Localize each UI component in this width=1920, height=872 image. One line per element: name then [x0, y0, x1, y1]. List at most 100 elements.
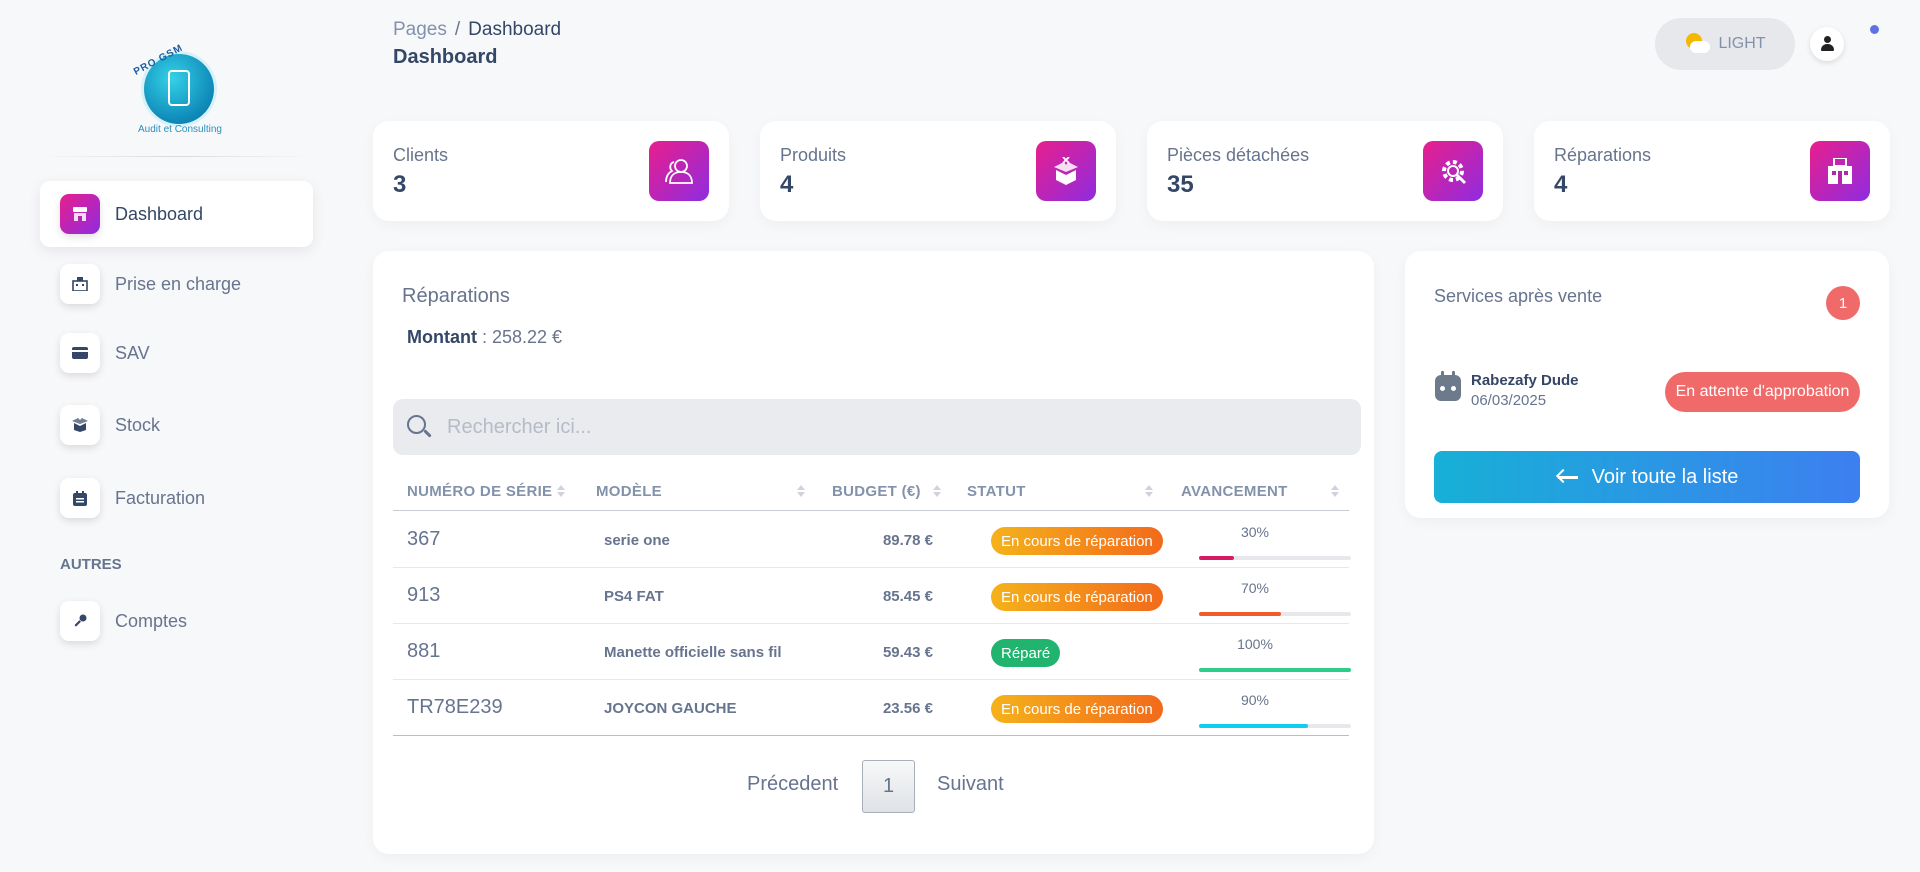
status-badge: Réparé: [991, 639, 1061, 667]
stat-card-pieces: Pièces détachées 35: [1147, 121, 1503, 221]
sidebar: PRO GSM Audit et Consulting Dashboard Pr…: [0, 0, 355, 872]
logo-tagline: Audit et Consulting: [138, 124, 222, 135]
stat-card-clients: Clients 3: [373, 121, 729, 221]
user-icon[interactable]: [1810, 27, 1844, 61]
sidebar-item-label: Dashboard: [115, 203, 204, 224]
credit-card-icon: [60, 333, 100, 373]
table-row[interactable]: 367 serie one 89.78 € En cours de répara…: [393, 512, 1351, 568]
progress-fill: [1199, 556, 1234, 560]
progress-bar: [1199, 724, 1351, 728]
table-header: NUMÉRO DE SÉRIE MODÈLE BUDGET (€) STATUT…: [393, 467, 1349, 511]
view-all-label: Voir toute la liste: [1591, 465, 1739, 488]
cell-model: serie one: [604, 532, 670, 549]
search-icon: [407, 415, 432, 439]
table-row[interactable]: 913 PS4 FAT 85.45 € En cours de réparati…: [393, 568, 1351, 624]
progress-value: 70%: [1240, 580, 1270, 596]
building-icon: [60, 264, 100, 304]
stat-label: Pièces détachées: [1167, 145, 1310, 165]
theme-toggle-button[interactable]: LIGHT: [1655, 18, 1795, 70]
stat-label: Clients: [393, 145, 449, 165]
stat-card-produits: Produits 4: [760, 121, 1116, 221]
repairs-card: Réparations Montant : 258.22 € NUMÉRO DE…: [373, 251, 1374, 854]
stat-label: Produits: [780, 145, 847, 165]
stat-card-reparations: Réparations 4: [1534, 121, 1890, 221]
sidebar-item-comptes[interactable]: Comptes: [40, 588, 313, 654]
cell-model: JOYCON GAUCHE: [604, 700, 737, 717]
sidebar-item-label: Prise en charge: [115, 273, 242, 294]
box-icon: [60, 405, 100, 445]
stat-value: 3: [393, 171, 407, 198]
progress-value: 100%: [1237, 636, 1273, 652]
logo[interactable]: PRO GSM Audit et Consulting: [130, 42, 230, 140]
progress-fill: [1199, 668, 1351, 672]
stat-value: 4: [780, 171, 794, 198]
cell-serial: 881: [407, 640, 441, 662]
sidebar-section-title: AUTRES: [60, 556, 122, 573]
column-header-serial[interactable]: NUMÉRO DE SÉRIE: [407, 483, 553, 500]
status-badge: En cours de réparation: [991, 583, 1163, 611]
stat-label: Réparations: [1554, 145, 1652, 165]
progress-value: 90%: [1240, 692, 1270, 708]
pagination-prev[interactable]: Précedent: [747, 773, 839, 795]
amount-value: : 258.22 €: [476, 327, 563, 347]
sort-icon[interactable]: [557, 485, 565, 497]
cell-model: PS4 FAT: [604, 588, 664, 605]
breadcrumb-current: Dashboard: [468, 19, 562, 40]
sort-icon[interactable]: [1145, 485, 1153, 497]
sav-card: Services après vente 1 Rabezafy Dude 06/…: [1405, 251, 1889, 518]
sort-icon[interactable]: [1331, 485, 1339, 497]
repairs-amount: Montant : 258.22 €: [407, 327, 562, 348]
column-header-budget[interactable]: BUDGET (€): [832, 483, 921, 500]
progress-fill: [1199, 612, 1282, 616]
cell-serial: 913: [407, 584, 441, 606]
users-icon: [649, 141, 709, 201]
sort-icon[interactable]: [933, 485, 941, 497]
sidebar-item-prise-en-charge[interactable]: Prise en charge: [40, 251, 313, 317]
pagination: Précedent 1 Suivant: [373, 757, 1374, 813]
breadcrumb-root[interactable]: Pages: [393, 19, 447, 40]
notification-dot[interactable]: [1870, 25, 1879, 34]
pagination-next[interactable]: Suivant: [937, 773, 1004, 795]
sidebar-item-stock[interactable]: Stock: [40, 392, 313, 458]
sidebar-item-label: Stock: [115, 414, 161, 435]
status-badge: En cours de réparation: [991, 527, 1163, 555]
cell-model: Manette officielle sans fil: [604, 644, 782, 661]
cell-serial: 367: [407, 528, 441, 550]
cell-budget: 85.45 €: [882, 588, 933, 605]
breadcrumb: Pages / Dashboard: [393, 19, 561, 41]
column-header-status[interactable]: STATUT: [967, 483, 1026, 500]
status-badge: En cours de réparation: [991, 695, 1163, 723]
key-icon: [60, 601, 100, 641]
sav-client-name: Rabezafy Dude: [1471, 372, 1579, 389]
search-bar: [393, 399, 1361, 455]
stat-value: 35: [1167, 171, 1194, 198]
amount-label: Montant: [407, 327, 477, 347]
cell-serial: TR78E239: [407, 696, 503, 718]
theme-label: LIGHT: [1718, 35, 1766, 52]
column-header-model[interactable]: MODÈLE: [596, 483, 662, 500]
search-input[interactable]: [447, 415, 1327, 439]
sidebar-item-label: SAV: [115, 342, 150, 363]
sort-icon[interactable]: [797, 485, 805, 497]
sidebar-item-dashboard[interactable]: Dashboard: [40, 181, 313, 247]
table-row[interactable]: TR78E239 JOYCON GAUCHE 23.56 € En cours …: [393, 680, 1351, 736]
building-icon: [1810, 141, 1870, 201]
logo-circle: [144, 54, 214, 124]
pagination-page[interactable]: 1: [862, 760, 915, 813]
sidebar-item-label: Facturation: [115, 487, 206, 508]
sidebar-item-sav[interactable]: SAV: [40, 320, 313, 386]
column-header-progress[interactable]: AVANCEMENT: [1181, 483, 1288, 500]
gear-icon: [1423, 141, 1483, 201]
progress-bar: [1199, 556, 1351, 560]
sav-title: Services après vente: [1434, 286, 1603, 306]
table-row[interactable]: 881 Manette officielle sans fil 59.43 € …: [393, 624, 1351, 680]
sav-date: 06/03/2025: [1471, 392, 1547, 409]
cell-budget: 59.43 €: [882, 644, 933, 661]
sidebar-item-facturation[interactable]: Facturation: [40, 465, 313, 531]
sav-status-badge[interactable]: En attente d'approbation: [1665, 372, 1860, 412]
sidebar-divider: [40, 156, 313, 157]
progress-bar: [1199, 668, 1351, 672]
box-open-icon: [1036, 141, 1096, 201]
view-all-button[interactable]: Voir toute la liste: [1434, 451, 1860, 503]
sidebar-item-label: Comptes: [115, 610, 188, 631]
